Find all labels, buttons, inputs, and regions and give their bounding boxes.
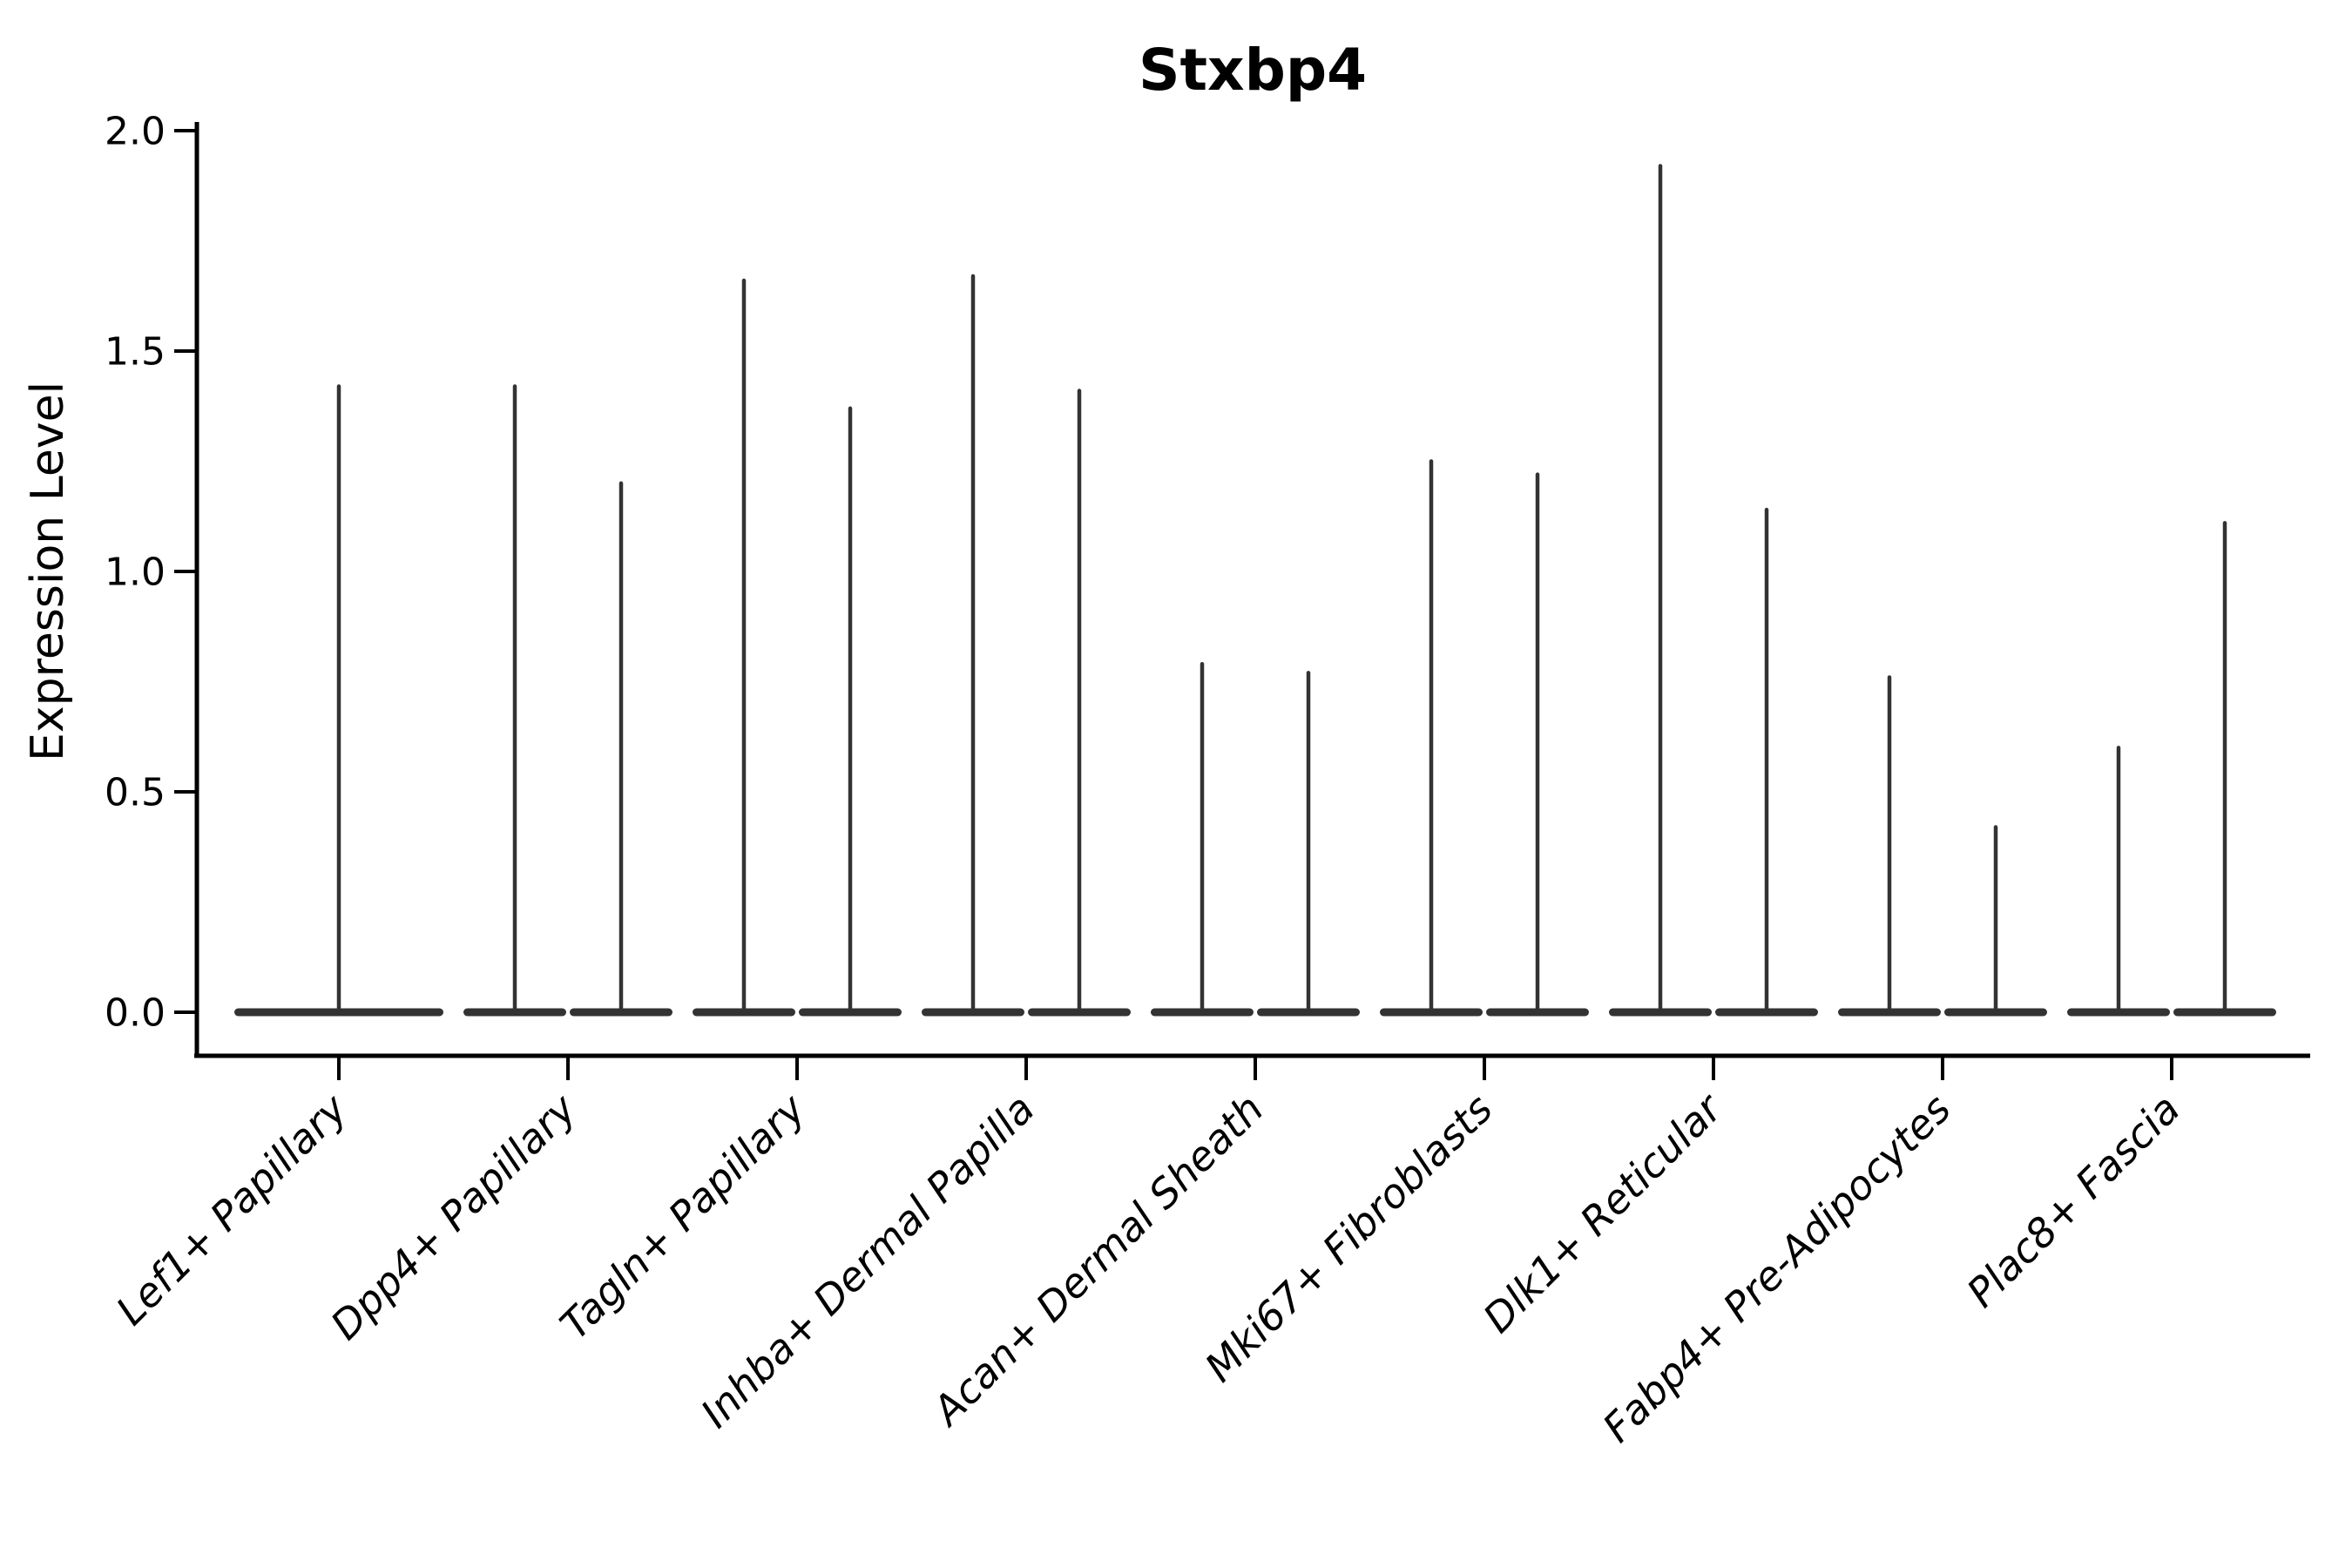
- y-tick-label: 0.5: [105, 770, 166, 814]
- y-axis-label: Expression Level: [22, 382, 74, 761]
- x-tick-label: Dpp4+ Papillary: [321, 1085, 585, 1348]
- x-tick-label: Tagln+ Papillary: [551, 1085, 814, 1348]
- y-tick-label: 1.5: [105, 329, 166, 374]
- y-tick-label: 2.0: [105, 109, 166, 153]
- y-tick-label: 0.0: [105, 990, 166, 1035]
- chart-title: Stxbp4: [1139, 37, 1367, 104]
- x-tick-label: Plac8+ Fascia: [1957, 1085, 2188, 1316]
- x-tick-label: Dlk1+ Reticular: [1474, 1083, 1733, 1342]
- y-tick-label: 1.0: [105, 550, 166, 594]
- x-tick-label: Lef1+ Papillary: [107, 1085, 356, 1334]
